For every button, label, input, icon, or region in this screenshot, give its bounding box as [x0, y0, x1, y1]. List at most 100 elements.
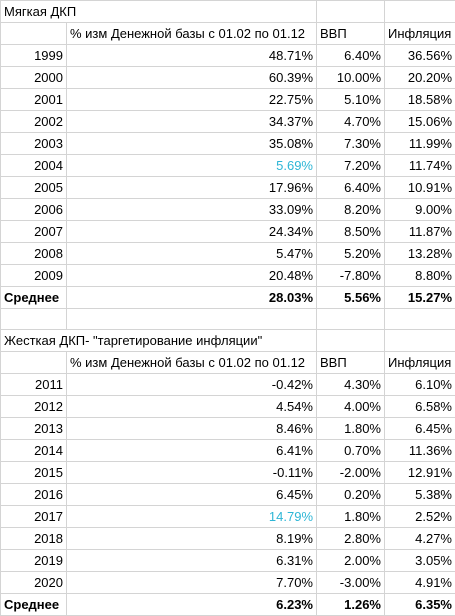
average-gdp-cell[interactable]: 5.56%: [317, 287, 385, 309]
year-cell[interactable]: 2011: [1, 374, 67, 396]
inflation-cell[interactable]: 6.58%: [385, 396, 455, 418]
cell[interactable]: [385, 1, 455, 23]
inflation-cell[interactable]: 11.99%: [385, 133, 455, 155]
gdp-cell[interactable]: 0.20%: [317, 484, 385, 506]
year-cell[interactable]: 1999: [1, 45, 67, 67]
header-cell-money-base[interactable]: % изм Денежной базы с 01.02 по 01.12: [67, 352, 317, 374]
money-base-cell-highlighted[interactable]: 14.79%: [67, 506, 317, 528]
gdp-cell[interactable]: -2.00%: [317, 462, 385, 484]
gdp-cell[interactable]: 7.20%: [317, 155, 385, 177]
year-cell[interactable]: 2003: [1, 133, 67, 155]
inflation-cell[interactable]: 9.00%: [385, 199, 455, 221]
money-base-cell[interactable]: 7.70%: [67, 572, 317, 594]
year-cell[interactable]: 2000: [1, 67, 67, 89]
money-base-cell[interactable]: 4.54%: [67, 396, 317, 418]
section-title[interactable]: Мягкая ДКП: [1, 1, 317, 23]
year-cell[interactable]: 2013: [1, 418, 67, 440]
average-inflation-cell[interactable]: 15.27%: [385, 287, 455, 309]
year-cell[interactable]: 2001: [1, 89, 67, 111]
year-cell[interactable]: 2018: [1, 528, 67, 550]
gdp-cell[interactable]: 8.20%: [317, 199, 385, 221]
average-label-cell[interactable]: Среднее: [1, 287, 67, 309]
inflation-cell[interactable]: 4.91%: [385, 572, 455, 594]
inflation-cell[interactable]: 10.91%: [385, 177, 455, 199]
money-base-cell[interactable]: 8.19%: [67, 528, 317, 550]
year-cell[interactable]: 2007: [1, 221, 67, 243]
inflation-cell[interactable]: 18.58%: [385, 89, 455, 111]
inflation-cell[interactable]: 4.27%: [385, 528, 455, 550]
year-cell[interactable]: 2017: [1, 506, 67, 528]
gdp-cell[interactable]: 4.30%: [317, 374, 385, 396]
inflation-cell[interactable]: 13.28%: [385, 243, 455, 265]
cell[interactable]: [1, 309, 67, 330]
year-cell[interactable]: 2014: [1, 440, 67, 462]
gdp-cell[interactable]: 2.80%: [317, 528, 385, 550]
header-cell-gdp[interactable]: ВВП: [317, 352, 385, 374]
money-base-cell[interactable]: -0.42%: [67, 374, 317, 396]
gdp-cell[interactable]: 5.20%: [317, 243, 385, 265]
header-cell-year[interactable]: [1, 352, 67, 374]
section-title[interactable]: Жесткая ДКП- "таргетирование инфляции": [1, 330, 317, 352]
gdp-cell[interactable]: -7.80%: [317, 265, 385, 287]
cell[interactable]: [67, 309, 317, 330]
money-base-cell[interactable]: 6.45%: [67, 484, 317, 506]
money-base-cell[interactable]: 17.96%: [67, 177, 317, 199]
money-base-cell[interactable]: 5.47%: [67, 243, 317, 265]
header-cell-inflation[interactable]: Инфляция: [385, 352, 455, 374]
year-cell[interactable]: 2008: [1, 243, 67, 265]
average-gdp-cell[interactable]: 1.26%: [317, 594, 385, 616]
average-label-cell[interactable]: Среднее: [1, 594, 67, 616]
header-cell-gdp[interactable]: ВВП: [317, 23, 385, 45]
inflation-cell[interactable]: 11.74%: [385, 155, 455, 177]
inflation-cell[interactable]: 2.52%: [385, 506, 455, 528]
inflation-cell[interactable]: 5.38%: [385, 484, 455, 506]
money-base-cell[interactable]: 60.39%: [67, 67, 317, 89]
money-base-cell[interactable]: 24.34%: [67, 221, 317, 243]
money-base-cell[interactable]: 22.75%: [67, 89, 317, 111]
average-money-base-cell[interactable]: 28.03%: [67, 287, 317, 309]
gdp-cell[interactable]: 10.00%: [317, 67, 385, 89]
inflation-cell[interactable]: 11.36%: [385, 440, 455, 462]
header-cell-money-base[interactable]: % изм Денежной базы с 01.02 по 01.12: [67, 23, 317, 45]
cell[interactable]: [385, 330, 455, 352]
inflation-cell[interactable]: 6.45%: [385, 418, 455, 440]
gdp-cell[interactable]: 1.80%: [317, 418, 385, 440]
inflation-cell[interactable]: 6.10%: [385, 374, 455, 396]
inflation-cell[interactable]: 20.20%: [385, 67, 455, 89]
header-cell-year[interactable]: [1, 23, 67, 45]
inflation-cell[interactable]: 12.91%: [385, 462, 455, 484]
money-base-cell-highlighted[interactable]: 5.69%: [67, 155, 317, 177]
inflation-cell[interactable]: 11.87%: [385, 221, 455, 243]
average-money-base-cell[interactable]: 6.23%: [67, 594, 317, 616]
header-cell-inflation[interactable]: Инфляция: [385, 23, 455, 45]
gdp-cell[interactable]: 8.50%: [317, 221, 385, 243]
money-base-cell[interactable]: 34.37%: [67, 111, 317, 133]
money-base-cell[interactable]: 48.71%: [67, 45, 317, 67]
cell[interactable]: [317, 1, 385, 23]
cell[interactable]: [317, 309, 385, 330]
year-cell[interactable]: 2020: [1, 572, 67, 594]
year-cell[interactable]: 2006: [1, 199, 67, 221]
money-base-cell[interactable]: 20.48%: [67, 265, 317, 287]
year-cell[interactable]: 2002: [1, 111, 67, 133]
money-base-cell[interactable]: -0.11%: [67, 462, 317, 484]
inflation-cell[interactable]: 36.56%: [385, 45, 455, 67]
gdp-cell[interactable]: 4.70%: [317, 111, 385, 133]
gdp-cell[interactable]: 5.10%: [317, 89, 385, 111]
average-inflation-cell[interactable]: 6.35%: [385, 594, 455, 616]
gdp-cell[interactable]: 1.80%: [317, 506, 385, 528]
gdp-cell[interactable]: 6.40%: [317, 45, 385, 67]
gdp-cell[interactable]: 6.40%: [317, 177, 385, 199]
year-cell[interactable]: 2016: [1, 484, 67, 506]
gdp-cell[interactable]: -3.00%: [317, 572, 385, 594]
cell[interactable]: [317, 330, 385, 352]
inflation-cell[interactable]: 8.80%: [385, 265, 455, 287]
money-base-cell[interactable]: 6.41%: [67, 440, 317, 462]
money-base-cell[interactable]: 8.46%: [67, 418, 317, 440]
money-base-cell[interactable]: 35.08%: [67, 133, 317, 155]
money-base-cell[interactable]: 33.09%: [67, 199, 317, 221]
year-cell[interactable]: 2009: [1, 265, 67, 287]
year-cell[interactable]: 2005: [1, 177, 67, 199]
cell[interactable]: [385, 309, 455, 330]
gdp-cell[interactable]: 4.00%: [317, 396, 385, 418]
